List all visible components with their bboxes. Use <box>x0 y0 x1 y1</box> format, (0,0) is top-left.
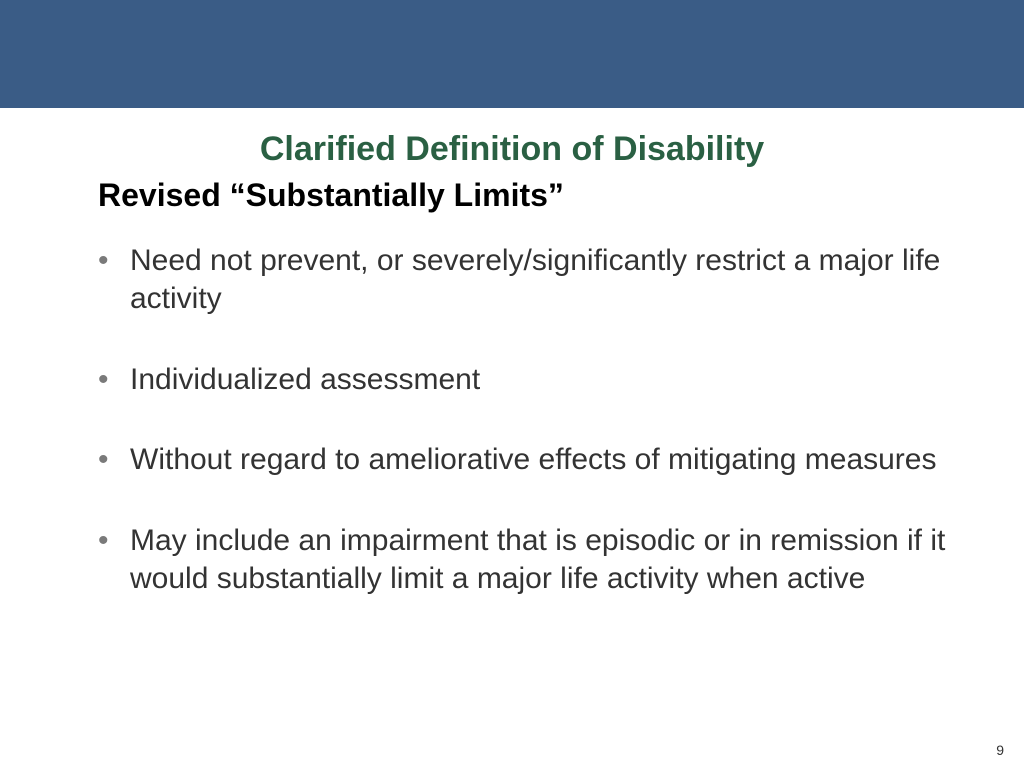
list-item: Without regard to ameliorative effects o… <box>90 441 964 479</box>
top-band <box>0 0 1024 108</box>
bullet-list: Need not prevent, or severely/significan… <box>90 242 964 598</box>
page-number: 9 <box>996 742 1004 758</box>
slide-subtitle: Revised “Substantially Limits” <box>98 177 1024 214</box>
slide-title: Clarified Definition of Disability <box>0 130 1024 169</box>
list-item: May include an impairment that is episod… <box>90 522 964 599</box>
list-item: Individualized assessment <box>90 361 964 399</box>
list-item: Need not prevent, or severely/significan… <box>90 242 964 319</box>
slide: Clarified Definition of Disability Revis… <box>0 0 1024 768</box>
